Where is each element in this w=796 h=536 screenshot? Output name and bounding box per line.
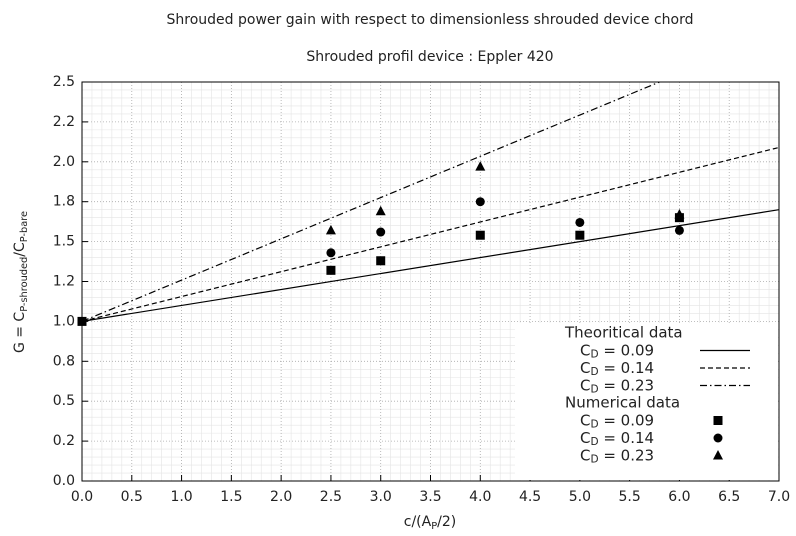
marker — [713, 433, 723, 443]
x-axis-label: c/(AP/2) — [404, 514, 456, 532]
legend-title: Numerical data — [565, 394, 680, 412]
y-tick-label: 1.8 — [53, 194, 75, 210]
x-tick-label: 4.5 — [519, 489, 541, 505]
marker — [325, 224, 336, 235]
legend-box — [515, 323, 778, 480]
chart-subtitle: Shrouded profil device : Eppler 420 — [306, 49, 553, 65]
x-tick-label: 3.0 — [370, 489, 392, 505]
legend-label: CD = 0.09 — [580, 341, 654, 361]
y-tick-label: 1.0 — [53, 313, 75, 329]
y-tick-label: 2.5 — [53, 74, 75, 90]
y-tick-label: 0.5 — [53, 393, 75, 409]
marker — [326, 248, 336, 258]
legend-label: CD = 0.23 — [580, 446, 654, 466]
x-tick-label: 7.0 — [768, 489, 790, 505]
y-tick-label: 1.2 — [53, 274, 75, 290]
line — [82, 82, 660, 322]
x-tick-label: 1.0 — [170, 489, 192, 505]
x-tick-label: 6.5 — [718, 489, 740, 505]
legend-label: CD = 0.23 — [580, 376, 654, 396]
marker — [713, 450, 723, 460]
marker — [575, 230, 585, 240]
y-axis-label: G = CP-shrouded/CP-bare — [12, 211, 30, 353]
x-tick-label: 5.0 — [569, 489, 591, 505]
y-tick-label: 1.5 — [53, 234, 75, 250]
x-tick-label: 0.5 — [121, 489, 143, 505]
marker — [375, 205, 386, 216]
marker — [475, 197, 485, 207]
x-tick-label: 2.5 — [320, 489, 342, 505]
x-tick-label: 4.0 — [469, 489, 491, 505]
marker — [713, 416, 723, 425]
marker — [475, 161, 486, 171]
marker — [77, 316, 87, 326]
marker — [674, 225, 684, 235]
legend-label: CD = 0.14 — [580, 429, 654, 449]
legend-title: Theoritical data — [564, 324, 683, 342]
marker — [575, 217, 585, 227]
marker — [376, 227, 386, 237]
chart-title: Shrouded power gain with respect to dime… — [167, 12, 694, 28]
plot-frame — [81, 81, 780, 482]
y-tick-label: 2.0 — [53, 154, 75, 170]
marker — [674, 208, 685, 219]
x-tick-label: 1.5 — [220, 489, 242, 505]
legend-label: CD = 0.14 — [580, 359, 654, 379]
x-tick-label: 6.0 — [668, 489, 690, 505]
x-tick-label: 2.0 — [270, 489, 292, 505]
x-tick-label: 3.5 — [419, 489, 441, 505]
y-tick-label: 0.0 — [53, 473, 75, 489]
y-tick-label: 0.2 — [53, 433, 75, 449]
legend-label: CD = 0.09 — [580, 411, 654, 431]
marker — [475, 230, 485, 240]
marker — [376, 256, 386, 266]
line — [82, 209, 779, 322]
x-tick-label: 0.0 — [71, 489, 93, 505]
y-tick-label: 2.2 — [53, 114, 75, 130]
marker — [326, 265, 336, 275]
y-tick-label: 0.8 — [53, 353, 75, 369]
x-tick-label: 5.5 — [619, 489, 641, 505]
